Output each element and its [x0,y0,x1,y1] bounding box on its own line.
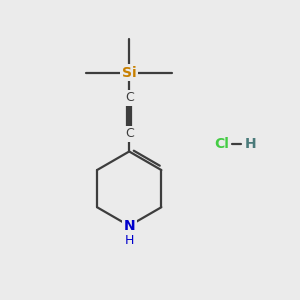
Text: Cl: Cl [214,137,229,151]
Text: H: H [245,137,257,151]
Text: C: C [125,92,134,104]
Text: H: H [124,234,134,247]
Text: N: N [123,219,135,233]
Text: Si: Si [122,66,136,80]
Text: C: C [125,127,134,140]
